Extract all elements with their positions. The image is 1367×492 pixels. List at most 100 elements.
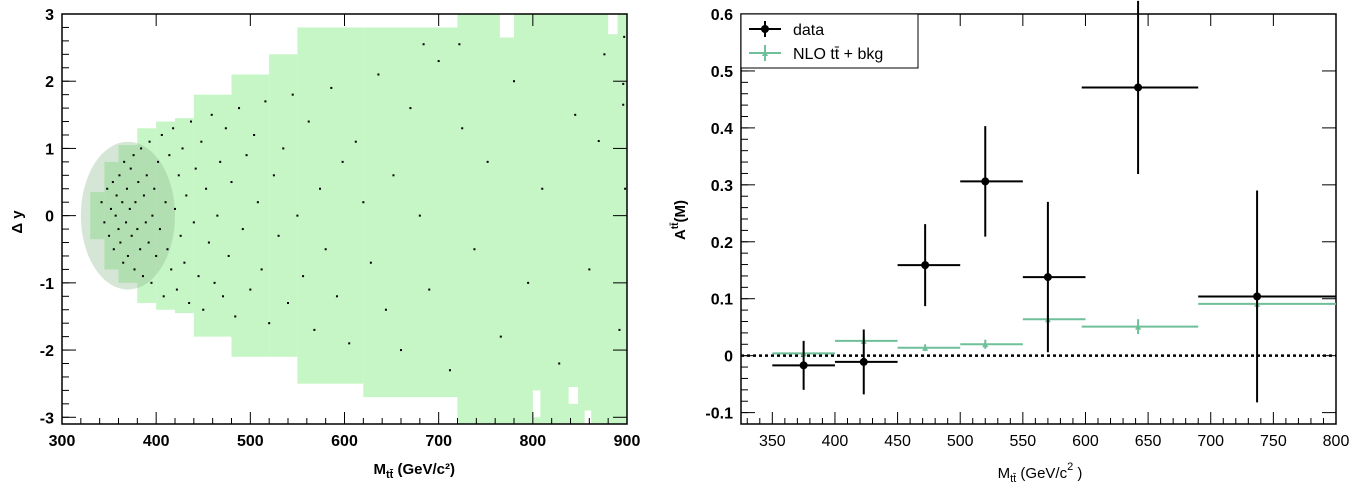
scatter-point: [253, 133, 256, 136]
scatter-point: [348, 342, 351, 345]
scatter-point: [302, 275, 305, 278]
scatter-point: [307, 120, 310, 123]
scatter-point: [108, 234, 111, 237]
acceptance-region-block: [156, 121, 175, 310]
scatter-point: [623, 35, 626, 38]
x-tick-label: 550: [1009, 433, 1036, 450]
scatter-point: [144, 221, 147, 224]
scatter-point: [114, 214, 117, 217]
scatter-point: [260, 268, 263, 271]
scatter-point: [142, 194, 145, 197]
scatter-point: [324, 248, 327, 251]
asymmetry-panel: 350 400 450 500 550 600 650 700 750 800 -0.1 0 0.1 0.…: [669, 0, 1349, 485]
x-tick-label: 350: [759, 433, 786, 450]
nlo-point: [922, 344, 929, 351]
y-axis-title: Δ y: [9, 210, 26, 234]
scatter-point: [205, 187, 208, 190]
scatter-point: [177, 174, 180, 177]
scatter-point: [150, 281, 153, 284]
scatter-point: [137, 181, 140, 184]
acceptance-region-block: [118, 145, 138, 283]
scatter-point: [157, 160, 160, 163]
scatter-point: [132, 154, 135, 157]
scatter-point: [151, 214, 154, 217]
scatter-point: [234, 315, 237, 318]
y-tick-label: 0.5: [711, 64, 733, 81]
scatter-point: [409, 107, 412, 110]
scatter-point: [622, 82, 625, 85]
nlo-point: [982, 341, 989, 348]
x-tick-label: 700: [425, 433, 452, 450]
scatter-point: [341, 160, 344, 163]
scatter-point: [230, 181, 233, 184]
scatter-point: [164, 201, 167, 204]
empty-bin: [584, 410, 592, 424]
scatter-point: [603, 53, 606, 56]
scatter-point: [461, 127, 464, 130]
scatter-point: [377, 73, 380, 76]
scatter-point: [168, 154, 171, 157]
empty-bin: [568, 387, 579, 404]
scatter-point: [227, 254, 230, 257]
y-tick-label: 0.1: [711, 292, 733, 309]
y-tick-label: -3: [40, 410, 54, 427]
legend: data NLO tt̄ + bkg: [740, 13, 919, 69]
scatter-point: [123, 160, 126, 163]
scatter-point: [207, 241, 210, 244]
plot-frame: [740, 13, 1337, 425]
legend-marker: [761, 25, 769, 33]
scatter-point: [264, 100, 267, 103]
scatter-point: [437, 60, 440, 63]
x-axis-title: Mtt̄ (GeV/c²): [373, 461, 455, 481]
scatter-point: [486, 160, 489, 163]
acceptance-region-block: [90, 192, 105, 240]
scatter-point: [115, 194, 118, 197]
data-point: [859, 357, 868, 366]
x-axis-title: Mtt̄ (GeV/c2 ): [998, 461, 1083, 485]
x-tick-label: 300: [49, 433, 76, 450]
x-tick-label: 650: [1135, 433, 1162, 450]
scatter-point: [141, 275, 144, 278]
scatter-point: [622, 103, 625, 106]
x-tick-label: 600: [331, 433, 358, 450]
scatter-point: [245, 154, 248, 157]
empty-bin: [608, 14, 618, 35]
scatter-panel: 300 400 500 600 700 800 900 -3 -2 -1 0 1 2 3 Mtt̄ (GeV…: [9, 7, 640, 481]
scatter-point: [224, 127, 227, 130]
scatter-point: [145, 174, 148, 177]
scatter-point: [147, 241, 150, 244]
acceptance-region-block: [297, 27, 364, 384]
acceptance-region-block: [457, 14, 627, 424]
scatter-point: [119, 241, 122, 244]
legend-label: NLO tt̄ + bkg: [793, 46, 883, 63]
scatter-point: [136, 228, 139, 231]
x-tick-label: 900: [614, 433, 641, 450]
scatter-point: [513, 80, 515, 83]
acceptance-region-block: [231, 74, 270, 357]
y-tick-label: 1: [45, 141, 54, 158]
scatter-point: [597, 140, 600, 143]
y-tick-label: 0.3: [711, 178, 733, 195]
scatter-point: [241, 228, 244, 231]
y-tick-label: 2: [45, 74, 54, 91]
scatter-point: [392, 174, 395, 177]
scatter-point: [121, 201, 124, 204]
y-tick-label: -2: [40, 343, 54, 360]
scatter-point: [268, 322, 271, 325]
scatter-point: [428, 288, 431, 291]
scatter-point: [111, 181, 114, 184]
scatter-point: [129, 167, 132, 170]
scatter-point: [588, 268, 591, 271]
scatter-point: [109, 207, 112, 210]
scatter-point: [117, 228, 120, 231]
scatter-point: [418, 214, 421, 217]
scatter-point: [190, 120, 193, 123]
scatter-point: [287, 302, 289, 305]
scatter-point: [181, 147, 184, 150]
acceptance-region-block: [137, 128, 157, 304]
scatter-point: [272, 174, 275, 177]
y-tick-label: -0.1: [705, 406, 733, 423]
y-tick-label: 0.6: [711, 7, 733, 24]
scatter-point: [216, 214, 219, 217]
x-tick-label: 500: [947, 433, 974, 450]
